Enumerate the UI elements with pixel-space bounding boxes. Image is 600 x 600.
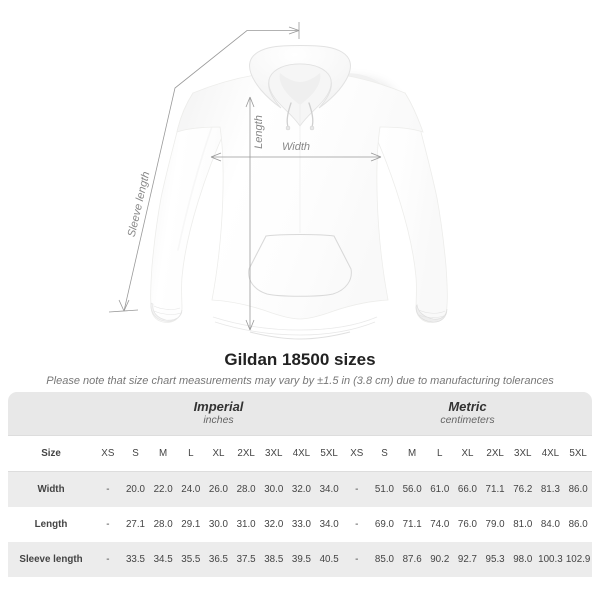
svg-text:Width: Width: [282, 141, 310, 153]
svg-text:Length: Length: [253, 115, 265, 149]
